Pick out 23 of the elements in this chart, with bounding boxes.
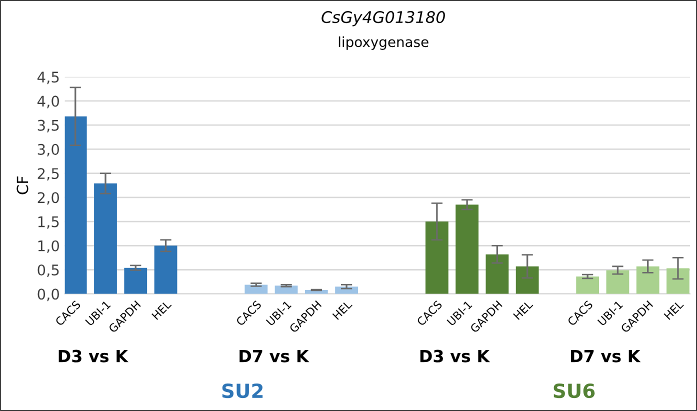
y-tick-label: 4,5 <box>37 72 59 84</box>
y-tick-label: 1,5 <box>38 216 59 229</box>
y-tick-label: 3,5 <box>38 120 59 132</box>
y-axis-title: CF <box>16 176 28 194</box>
text: D7 vs K <box>571 350 641 362</box>
chart-title: CsGy4G013180 <box>322 11 445 26</box>
text: SU6 <box>554 383 595 398</box>
y-tick-label: 4,0 <box>37 96 59 108</box>
text: D7 vs K <box>240 350 310 362</box>
y-tick-label: 3,0 <box>38 144 59 156</box>
chart-subtitle: lipoxygenase <box>338 36 428 50</box>
y-tick-label: 1,0 <box>38 240 59 253</box>
text: D3 vs K <box>58 350 129 362</box>
y-tick-label: 2,5 <box>38 168 59 181</box>
y-tick-label: 2,0 <box>38 192 59 205</box>
text: D3 vs K <box>420 350 490 362</box>
y-tick-label: 0,0 <box>38 288 59 302</box>
text: SU2 <box>222 383 263 398</box>
x-tick-label: HEL <box>664 300 684 320</box>
x-tick-label: HEL <box>513 300 534 320</box>
x-tick-label: HEL <box>152 300 172 320</box>
x-tick-label: HEL <box>332 300 352 320</box>
y-tick-label: 0,5 <box>38 264 59 277</box>
